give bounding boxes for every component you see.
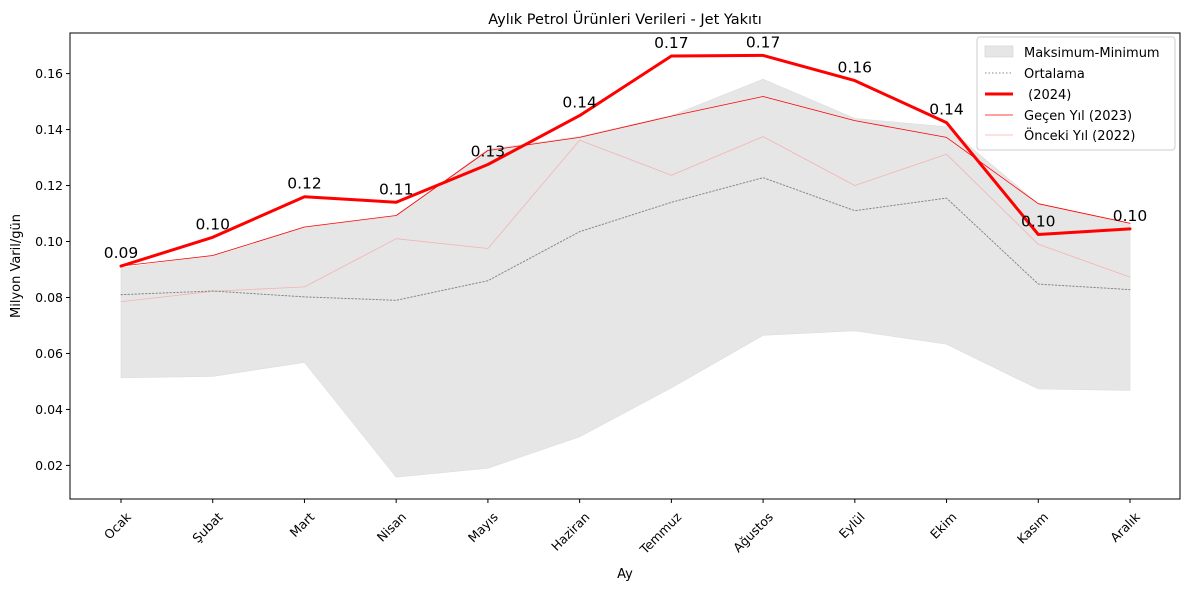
y-tick-label: 0.16 <box>35 66 63 81</box>
x-tick-label: Ekim <box>927 509 959 541</box>
data-label-2024: 0.10 <box>195 215 230 233</box>
data-label-2024: 0.13 <box>471 143 506 161</box>
x-tick-label: Ağustos <box>730 509 776 555</box>
x-tick-label: Haziran <box>548 509 592 553</box>
legend-swatch-band <box>984 45 1014 58</box>
legend-label-ortalama: Ortalama <box>1024 67 1085 82</box>
x-tick-label: Nisan <box>374 509 409 544</box>
y-axis: 0.02 0.04 0.06 0.08 0.10 0.12 0.14 0.16 <box>35 66 70 473</box>
y-tick-label: 0.06 <box>35 346 63 361</box>
y-axis-label: Milyon Varil/gün <box>9 214 24 318</box>
x-axis: Ocak Şubat Mart Nisan Mayıs Haziran Temmuz Ağus… <box>101 499 1143 557</box>
x-tick-label: Mayıs <box>465 509 501 545</box>
plot-frame <box>69 32 1181 500</box>
y-tick-label: 0.10 <box>35 234 63 249</box>
series-line-2024 <box>119 53 1132 268</box>
data-label-2024: 0.11 <box>379 180 414 198</box>
y-tick-label: 0.14 <box>35 122 63 137</box>
y-tick-label: 0.02 <box>35 458 63 473</box>
y-tick-label: 0.08 <box>35 290 63 305</box>
legend-frame <box>976 36 1176 151</box>
x-axis-label: Ay <box>617 567 633 582</box>
x-tick-label: Şubat <box>189 509 225 545</box>
legend-label-band: Maksimum-Minimum <box>1024 46 1160 61</box>
x-tick-label: Temmuz <box>636 509 684 557</box>
data-label-2024: 0.09 <box>104 244 139 262</box>
legend-label-2022: Önceki Yıl (2022) <box>1024 127 1135 144</box>
series-line-ge-en-y-l-2023 <box>120 96 1131 267</box>
x-tick-label: Mart <box>287 509 318 540</box>
legend-label-2024: (2024) <box>1024 88 1071 103</box>
legend-label-2023: Geçen Yıl (2023) <box>1024 109 1132 124</box>
x-tick-label: Aralık <box>1107 509 1143 545</box>
band-max-min <box>120 78 1131 478</box>
series-line-ortalama <box>120 177 1131 301</box>
data-label-2024: 0.17 <box>654 34 689 52</box>
plot-area: 0.09 0.10 0.12 0.11 0.13 0.14 0.17 0.17 0.16 0.14… <box>104 33 1148 478</box>
data-label-2024: 0.14 <box>929 101 964 119</box>
data-label-2024: 0.16 <box>838 59 873 77</box>
data-label-2024: 0.10 <box>1021 213 1056 231</box>
x-tick-label: Eylül <box>836 509 868 541</box>
data-label-2024: 0.17 <box>746 33 781 51</box>
y-tick-label: 0.12 <box>35 178 63 193</box>
data-label-2024: 0.12 <box>287 175 322 193</box>
series-line-nceki-y-l-2022 <box>120 136 1131 303</box>
y-tick-label: 0.04 <box>35 402 63 417</box>
chart-title: Aylık Petrol Ürünleri Verileri - Jet Yak… <box>488 10 762 28</box>
data-label-2024: 0.10 <box>1113 207 1148 225</box>
legend: Maksimum-Minimum Ortalama (2024) Geçen Y… <box>976 36 1176 151</box>
x-tick-label: Kasım <box>1014 509 1051 546</box>
x-tick-label: Ocak <box>101 509 134 542</box>
data-label-2024: 0.14 <box>562 94 597 112</box>
